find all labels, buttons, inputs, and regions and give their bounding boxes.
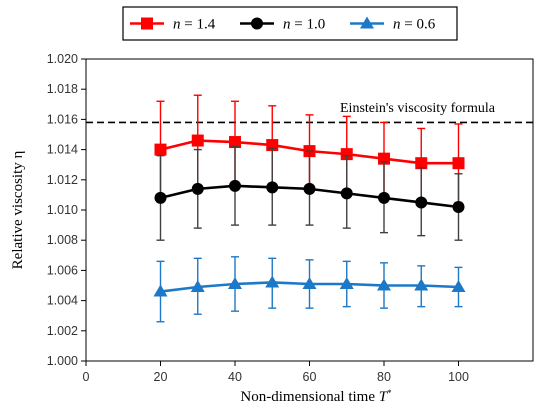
series-1 — [154, 145, 465, 241]
legend-marker — [360, 16, 374, 29]
data-point — [191, 134, 204, 147]
y-tick-label: 1.018 — [47, 82, 78, 96]
data-point — [452, 157, 465, 170]
data-point — [154, 191, 167, 204]
y-tick-label: 1.004 — [47, 294, 78, 308]
legend-box — [122, 6, 458, 41]
data-point — [415, 196, 428, 209]
x-axis-title-text: Non-dimensional time — [240, 389, 375, 405]
y-tick-label: 1.006 — [47, 263, 78, 277]
legend-symbol: n — [173, 17, 181, 33]
y-axis-title: Relative viscosity η — [10, 151, 26, 270]
x-tick-label: 20 — [154, 370, 168, 384]
legend: n = 1.4 n = 1.0 n = 0.6 — [122, 6, 458, 41]
data-point — [377, 278, 391, 291]
series-2 — [153, 256, 466, 323]
y-tick-label: 1.020 — [47, 52, 78, 66]
data-point — [229, 136, 241, 149]
data-point — [415, 157, 428, 170]
data-point — [153, 284, 168, 297]
einstein-reference-label: Einstein's viscosity formula — [340, 101, 496, 116]
legend-label: n = 0.6 — [393, 17, 436, 33]
y-tick-label: 1.014 — [47, 143, 78, 157]
x-tick-label: 80 — [377, 370, 391, 384]
y-tick-label: 1.016 — [47, 112, 78, 126]
data-point — [154, 143, 167, 156]
data-point — [340, 187, 353, 200]
x-axis-title-sup: * — [387, 388, 392, 398]
legend-symbol: n — [393, 17, 401, 33]
data-point — [340, 148, 353, 161]
data-point — [378, 191, 390, 204]
data-point — [452, 200, 465, 213]
legend-marker — [251, 17, 263, 30]
y-tick-label: 1.002 — [47, 324, 78, 338]
x-tick-label: 60 — [303, 370, 317, 384]
data-point — [303, 182, 316, 195]
y-tick-label: 1.012 — [47, 173, 78, 187]
data-point — [266, 181, 279, 194]
data-point — [265, 275, 280, 288]
x-axis-title-symbol: T — [379, 389, 389, 405]
legend-item-0: n = 1.4 — [130, 17, 216, 33]
legend-value: = 1.4 — [181, 17, 216, 33]
y-axis: 1.000 1.002 1.004 1.006 1.008 1.010 1.012 1.014… — [47, 52, 86, 368]
x-axis: 0 20 40 60 80 100 — [83, 361, 469, 384]
legend-label: n = 1.4 — [173, 17, 216, 33]
x-tick-label: 40 — [228, 370, 242, 384]
y-tick-label: 1.008 — [47, 233, 78, 247]
data-point — [451, 280, 466, 293]
data-point — [228, 276, 242, 289]
data-point — [302, 276, 317, 289]
data-point — [190, 280, 205, 293]
legend-value: = 0.6 — [401, 17, 436, 33]
y-tick-label: 1.010 — [47, 203, 78, 217]
y-tick-label: 1.000 — [47, 354, 78, 368]
x-tick-label: 0 — [83, 370, 90, 384]
data-point — [191, 182, 204, 195]
legend-item-1: n = 1.0 — [240, 17, 325, 33]
legend-marker — [141, 17, 153, 30]
data-point — [339, 276, 354, 289]
data-point — [414, 278, 429, 291]
legend-label: n = 1.0 — [283, 17, 325, 33]
x-tick-label: 100 — [448, 370, 469, 384]
data-point — [229, 179, 241, 192]
legend-item-2: n = 0.6 — [350, 16, 436, 33]
legend-value: = 1.0 — [291, 17, 326, 33]
x-axis-title: Non-dimensional time T* — [240, 388, 392, 405]
legend-symbol: n — [283, 17, 291, 33]
